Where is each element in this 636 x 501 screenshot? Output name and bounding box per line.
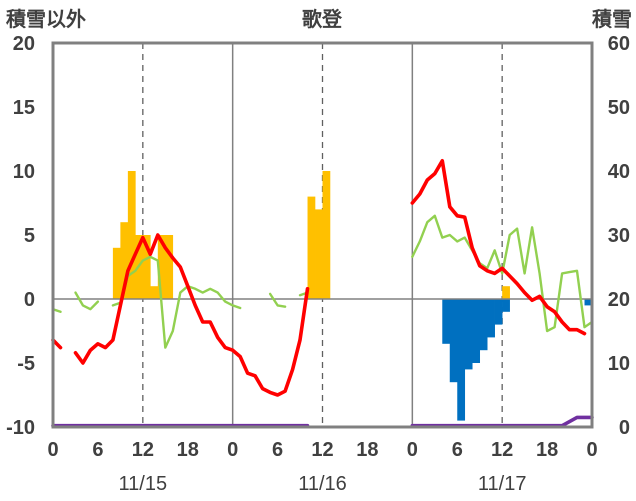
right-tick-label: 50 bbox=[608, 97, 630, 119]
snow-change-bar bbox=[584, 299, 593, 306]
left-tick-label: 10 bbox=[13, 161, 35, 183]
x-tick-label: 12 bbox=[311, 439, 333, 461]
snow-change-bar bbox=[472, 299, 481, 363]
x-tick-label: 6 bbox=[272, 439, 283, 461]
snowfall-bar bbox=[165, 235, 174, 299]
snow-change-bar bbox=[457, 299, 466, 421]
x-tick-label: 0 bbox=[586, 439, 597, 461]
wind-line bbox=[74, 291, 100, 311]
date-label: 11/16 bbox=[298, 473, 347, 495]
left-tick-label: -5 bbox=[17, 353, 35, 375]
right-tick-label: 0 bbox=[619, 417, 630, 439]
right-tick-label: 30 bbox=[608, 225, 630, 247]
date-label: 11/15 bbox=[119, 473, 168, 495]
left-tick-label: 0 bbox=[24, 289, 35, 311]
snow-change-bar bbox=[464, 299, 473, 370]
x-tick-label: 6 bbox=[452, 439, 463, 461]
snowfall-bar bbox=[127, 171, 136, 299]
right-tick-label: 20 bbox=[608, 289, 630, 311]
x-tick-label: 0 bbox=[227, 439, 238, 461]
x-tick-label: 18 bbox=[356, 439, 378, 461]
left-tick-label: -10 bbox=[6, 417, 35, 439]
x-tick-label: 12 bbox=[491, 439, 513, 461]
snow-change-bar bbox=[442, 299, 451, 344]
x-tick-label: 12 bbox=[132, 439, 154, 461]
bars-layer bbox=[53, 171, 593, 421]
snow-change-bar bbox=[502, 299, 510, 312]
snowfall-bar bbox=[120, 222, 129, 299]
snow-change-bar bbox=[449, 299, 458, 383]
snowfall-bar bbox=[307, 196, 316, 299]
snow-change-bar bbox=[479, 299, 488, 351]
left-tick-label: 15 bbox=[13, 97, 35, 119]
x-tick-label: 18 bbox=[177, 439, 199, 461]
snowfall-bar bbox=[150, 286, 159, 299]
plot-frame bbox=[51, 41, 594, 429]
temperature-line bbox=[73, 233, 310, 397]
left-axis-label: 積雪以外 bbox=[6, 7, 86, 31]
snow-change-bar bbox=[494, 299, 503, 325]
x-tick-label: 18 bbox=[536, 439, 558, 461]
temperature-line bbox=[410, 159, 587, 336]
snowfall-bar bbox=[502, 286, 510, 299]
snowfall-bar bbox=[322, 171, 331, 299]
x-tick-label: 6 bbox=[92, 439, 103, 461]
chart-title: 歌登 bbox=[302, 7, 343, 31]
left-tick-label: 5 bbox=[24, 225, 35, 247]
snowfall-bar bbox=[112, 247, 121, 299]
right-tick-label: 60 bbox=[608, 33, 630, 55]
x-tick-label: 0 bbox=[407, 439, 418, 461]
wind-line bbox=[411, 214, 594, 333]
right-tick-label: 40 bbox=[608, 161, 630, 183]
wind-line bbox=[111, 255, 242, 349]
date-label: 11/17 bbox=[478, 473, 527, 495]
right-axis-label: 積雪 bbox=[592, 8, 632, 31]
x-tick-label: 0 bbox=[47, 439, 58, 461]
snow-change-bar bbox=[487, 299, 495, 338]
wind-line bbox=[268, 292, 287, 308]
snowfall-bar bbox=[142, 235, 151, 299]
frame-layer bbox=[51, 41, 594, 429]
left-tick-label: 20 bbox=[13, 33, 35, 55]
right-tick-label: 10 bbox=[608, 353, 630, 375]
snowfall-bar bbox=[157, 235, 166, 299]
snowfall-bar bbox=[315, 209, 323, 299]
